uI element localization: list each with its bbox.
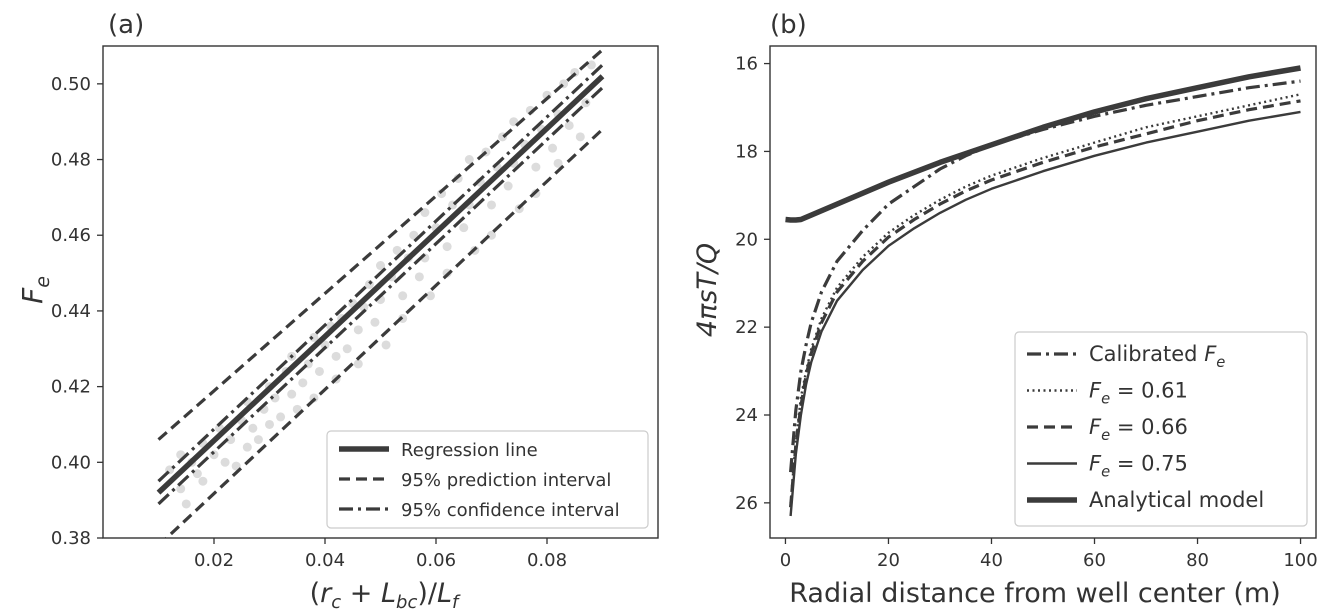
scatter-point (487, 200, 496, 210)
scatter-point (331, 351, 341, 361)
series-line-dashdot (157, 63, 604, 483)
panel-b-chart: (b) 0 20 40 60 80 100 16 18 20 22 24 26 4πsT/Q Radi… (692, 10, 1318, 609)
scatter-point (464, 155, 474, 165)
scatter-point (242, 442, 252, 452)
scatter-point (414, 272, 424, 282)
scatter-point (342, 344, 352, 354)
scatter-point (392, 245, 402, 255)
legend-label: Analytical model (1089, 488, 1264, 512)
x-tick-label: 20 (877, 550, 900, 571)
scatter-point (398, 291, 408, 301)
x-tick-label: 100 (1283, 550, 1317, 571)
scatter-point (381, 340, 391, 350)
y-tick-label: 0.42 (51, 377, 91, 398)
panel-a-y-axis-title: Fe (16, 276, 54, 304)
panel-b-y-axis-title: 4πsT/Q (692, 243, 723, 337)
panel-a-plot-area: 0.02 0.04 0.06 0.08 0.38 0.40 0.42 0.44 0.46 0.48… (51, 45, 659, 571)
scatter-point (209, 450, 219, 460)
scatter-point (548, 143, 558, 153)
scatter-point (586, 60, 596, 70)
series-line-dashdot (789, 79, 1301, 473)
scatter-point (314, 366, 324, 376)
x-tick-label: 0.02 (194, 550, 234, 571)
scatter-point (181, 499, 191, 509)
x-tick-label: 60 (1083, 550, 1106, 571)
legend-label: Fe = 0.66 (1089, 415, 1188, 444)
scatter-point (231, 461, 241, 471)
panel-a-label: (a) (108, 10, 144, 40)
scatter-point (198, 476, 208, 486)
scatter-point (353, 325, 363, 335)
scatter-point (370, 317, 380, 327)
scatter-point (420, 208, 430, 218)
scatter-point (298, 378, 308, 388)
legend-label: Regression line (401, 440, 538, 461)
x-tick-label: 0 (780, 550, 791, 571)
series-line-dashdot (157, 86, 604, 506)
legend-label: 95% prediction interval (401, 470, 611, 491)
legend-label: Fe = 0.61 (1089, 379, 1188, 408)
panel-b-plot-area: 0 20 40 60 80 100 16 18 20 22 24 26 (735, 45, 1318, 571)
scatter-point (564, 120, 574, 130)
y-tick-label: 0.40 (51, 452, 91, 473)
plot-frame (769, 45, 1317, 539)
y-tick-label: 0.50 (51, 74, 91, 95)
scatter-point (265, 419, 274, 429)
panel-b-legend: Calibrated Fe Fe = 0.61 Fe = 0.66 Fe = 0.75… (1014, 331, 1308, 527)
y-tick-label: 0.48 (51, 150, 91, 171)
scatter-point (253, 435, 263, 445)
panel-a-legend: Regression line 95% prediction interval 95… (326, 430, 649, 529)
x-tick-label: 40 (980, 550, 1003, 571)
x-tick-label: 0.06 (416, 550, 456, 571)
y-tick-label: 26 (735, 493, 758, 514)
scatter-point (270, 393, 280, 403)
series-line-solid (789, 110, 1301, 517)
y-tick-label: 0.38 (51, 528, 91, 549)
y-tick-label: 16 (735, 54, 758, 75)
x-tick-label: 0.08 (527, 550, 567, 571)
scatter-point (442, 242, 452, 252)
scatter-point (220, 457, 230, 467)
panel-b-x-axis-title: Radial distance from well center (m) (789, 578, 1280, 609)
x-tick-label: 0.04 (305, 550, 345, 571)
series-line-solid-thick (156, 74, 605, 495)
legend-label: Calibrated Fe (1089, 342, 1225, 371)
scatter-point (553, 158, 563, 168)
scatter-point (459, 223, 469, 233)
scatter-point (276, 412, 286, 422)
y-tick-label: 20 (735, 229, 758, 250)
scatter-point (575, 132, 585, 142)
legend-label: 95% confidence interval (401, 500, 620, 521)
scatter-point (226, 435, 236, 445)
scatter-point (320, 340, 330, 350)
scatter-point (287, 389, 297, 399)
scatter-point (176, 484, 186, 494)
scatter-point (376, 261, 385, 271)
y-tick-label: 18 (735, 141, 758, 162)
legend-label: Fe = 0.75 (1089, 452, 1188, 481)
y-tick-label: 0.46 (51, 225, 91, 246)
scatter-point (248, 423, 258, 433)
plot-frame (102, 45, 659, 539)
y-tick-label: 22 (735, 317, 758, 338)
panel-a-x-axis-title: (rc + Lbc)/Lf (310, 578, 461, 611)
series-line-dashed (157, 48, 604, 441)
scatter-point (353, 359, 363, 369)
y-tick-label: 0.44 (51, 301, 91, 322)
x-tick-label: 80 (1186, 550, 1209, 571)
scatter-point (425, 291, 435, 301)
series-line-solid-thick (785, 65, 1301, 223)
panel-a-chart: (a) 0.02 0.04 0.06 0.08 0.38 0.40 0.42 0.44 0.46… (16, 10, 659, 611)
scatter-point (409, 230, 419, 240)
y-tick-label: 24 (735, 405, 758, 426)
scatter-point (503, 181, 513, 191)
panel-b-label: (b) (770, 10, 807, 40)
series-line-dashed (789, 99, 1301, 508)
scatter-point (531, 162, 541, 172)
